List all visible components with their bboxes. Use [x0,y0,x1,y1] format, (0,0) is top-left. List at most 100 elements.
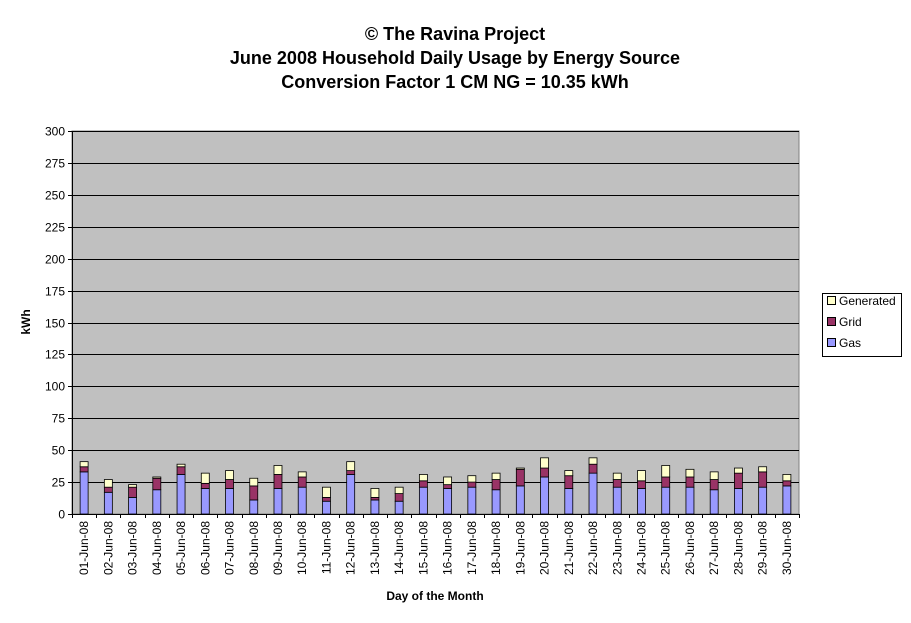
y-tick-label: 225 [45,221,65,235]
bar-gas-24-Jun-08 [637,488,646,515]
y-tick-label: 0 [58,508,65,522]
bar-gas-26-Jun-08 [685,486,695,515]
legend-swatch-generated [827,296,836,305]
x-tick-label: 09-Jun-08 [271,521,285,575]
bar-grid-20-Jun-08 [540,467,549,478]
x-tick-label: 21-Jun-08 [562,521,576,575]
bar-gas-01-Jun-08 [79,471,89,515]
bar-grid-29-Jun-08 [758,471,768,488]
bar-grid-09-Jun-08 [273,474,283,489]
bar-grid-16-Jun-08 [443,484,453,489]
bar-generated-15-Jun-08 [418,474,428,482]
title-line-3: Conversion Factor 1 CM NG = 10.35 kWh [281,72,629,92]
legend-label-generated: Generated [839,294,896,308]
bar-gas-13-Jun-08 [370,499,380,515]
bar-grid-06-Jun-08 [200,482,210,489]
bar-grid-10-Jun-08 [297,476,307,488]
bar-gas-03-Jun-08 [128,497,137,515]
x-tick-label: 28-Jun-08 [731,521,745,575]
bar-generated-13-Jun-08 [370,488,380,498]
x-tick-label: 04-Jun-08 [150,521,164,575]
bar-grid-07-Jun-08 [225,479,234,489]
bar-generated-12-Jun-08 [346,461,356,471]
bar-generated-19-Jun-08 [515,467,525,470]
bar-grid-01-Jun-08 [79,466,89,473]
bar-gas-09-Jun-08 [273,488,283,515]
y-tick-label: 25 [52,476,66,490]
bar-grid-14-Jun-08 [394,493,404,502]
bar-gas-22-Jun-08 [588,472,598,515]
bar-generated-21-Jun-08 [564,470,574,477]
bar-grid-04-Jun-08 [152,477,162,491]
bar-gas-30-Jun-08 [782,485,792,515]
legend-swatch-gas [827,338,836,347]
bar-grid-27-Jun-08 [709,479,719,491]
x-tick-label: 16-Jun-08 [441,521,455,575]
bar-generated-10-Jun-08 [297,471,307,478]
x-tick-label: 10-Jun-08 [295,521,309,575]
x-tick-label: 05-Jun-08 [174,521,188,575]
bar-generated-16-Jun-08 [443,476,453,486]
bar-gas-04-Jun-08 [152,489,162,515]
bar-grid-08-Jun-08 [249,485,259,501]
y-tick-label: 275 [45,157,65,171]
y-tick-label: 200 [45,253,65,267]
bar-grid-19-Jun-08 [515,468,525,487]
bar-gas-19-Jun-08 [515,485,525,515]
bar-gas-07-Jun-08 [225,488,234,515]
x-tick-label: 23-Jun-08 [610,521,624,575]
y-tick-label: 75 [52,412,66,426]
x-tick-label: 14-Jun-08 [392,521,406,575]
bar-gas-06-Jun-08 [200,488,210,515]
bar-grid-30-Jun-08 [782,480,792,487]
bar-gas-10-Jun-08 [297,486,307,515]
bar-gas-21-Jun-08 [564,488,574,515]
x-tick-label: 20-Jun-08 [538,521,552,575]
bar-grid-12-Jun-08 [346,470,356,475]
bar-generated-03-Jun-08 [128,484,137,488]
x-tick-label: 03-Jun-08 [126,521,140,575]
legend: Generated Grid Gas [822,293,902,357]
y-tick-label: 50 [52,444,66,458]
y-tick-label: 150 [45,317,65,331]
bar-generated-01-Jun-08 [79,461,89,468]
bar-generated-22-Jun-08 [588,457,598,465]
x-tick-label: 17-Jun-08 [465,521,479,575]
bar-gas-23-Jun-08 [612,486,622,515]
bar-grid-17-Jun-08 [467,481,477,488]
x-tick-label: 27-Jun-08 [707,521,721,575]
bar-grid-21-Jun-08 [564,475,574,489]
bar-gas-17-Jun-08 [467,486,477,515]
bar-gas-14-Jun-08 [394,500,404,515]
bar-gas-08-Jun-08 [249,499,259,515]
bar-generated-27-Jun-08 [709,471,719,480]
x-tick-label: 19-Jun-08 [513,521,527,575]
bar-generated-23-Jun-08 [612,472,622,480]
bar-gas-28-Jun-08 [734,488,743,515]
bar-gas-05-Jun-08 [176,474,186,515]
bar-generated-18-Jun-08 [491,472,501,480]
x-tick-label: 25-Jun-08 [659,521,673,575]
bar-gas-16-Jun-08 [443,488,453,515]
bar-grid-24-Jun-08 [637,480,646,489]
bar-grid-03-Jun-08 [128,486,137,498]
bar-grid-28-Jun-08 [734,472,743,489]
bar-gas-18-Jun-08 [491,489,501,515]
bar-generated-30-Jun-08 [782,474,792,482]
x-tick-label: 12-Jun-08 [344,521,358,575]
bar-generated-29-Jun-08 [758,466,768,473]
bar-generated-04-Jun-08 [152,476,162,479]
plot-area [71,130,800,515]
bar-gas-27-Jun-08 [709,489,719,515]
bar-generated-05-Jun-08 [176,463,186,468]
bar-gas-11-Jun-08 [322,500,331,515]
bar-generated-28-Jun-08 [734,467,743,474]
x-axis-ticks: 01-Jun-08 02-Jun-08 03-Jun-08 04-Jun-08 05-J… [72,514,800,575]
bar-grid-18-Jun-08 [491,479,501,491]
x-tick-label: 26-Jun-08 [683,521,697,575]
x-tick-label: 06-Jun-08 [198,521,212,575]
bar-generated-02-Jun-08 [103,479,113,488]
y-tick-label: 250 [45,189,65,203]
bar-generated-09-Jun-08 [273,465,283,475]
